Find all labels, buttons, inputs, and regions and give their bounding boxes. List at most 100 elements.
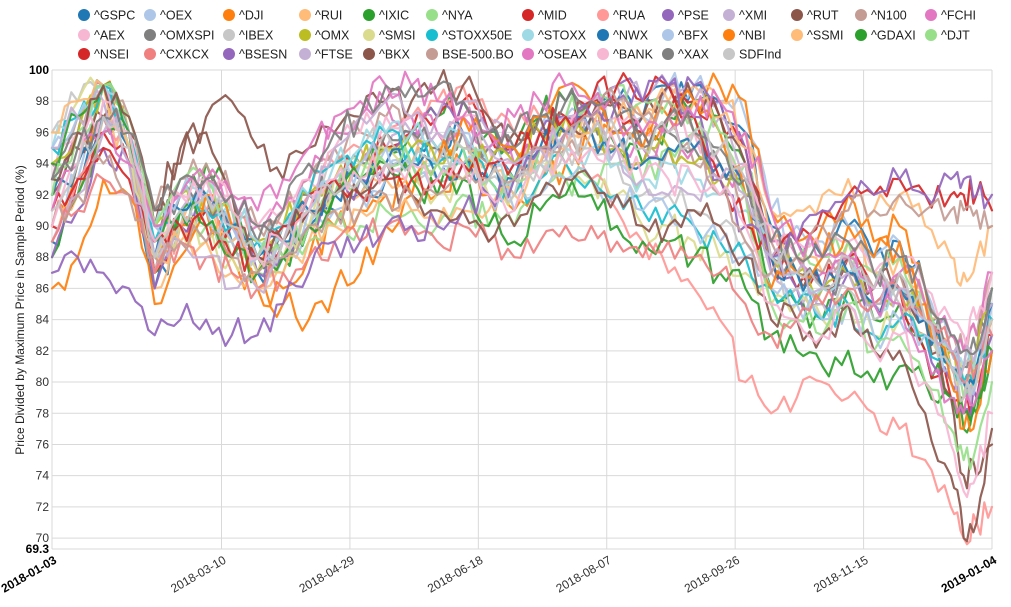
legend-swatch bbox=[597, 29, 609, 41]
legend-label: ^STOXX bbox=[538, 29, 587, 43]
legend-swatch bbox=[855, 29, 867, 41]
legend-swatch bbox=[597, 9, 609, 21]
series-line-bank bbox=[50, 100, 994, 499]
legend-label: ^GSPC bbox=[94, 9, 135, 23]
legend-label: ^FCHI bbox=[941, 9, 976, 23]
x-tick-label: 2018-08-07 bbox=[553, 553, 613, 596]
x-tick-label: 2018-04-29 bbox=[297, 553, 357, 596]
legend-swatch bbox=[299, 9, 311, 21]
legend-swatch bbox=[855, 9, 867, 21]
x-tick-label: 2019-01-04 bbox=[939, 553, 999, 596]
legend-label: ^NBI bbox=[739, 29, 766, 43]
y-tick-label: 70 bbox=[36, 531, 50, 545]
legend-label: BSE-500.BO bbox=[442, 48, 514, 62]
legend-label: ^NYA bbox=[442, 9, 473, 23]
legend-swatch bbox=[144, 9, 156, 21]
legend-label: ^AEX bbox=[94, 29, 126, 43]
legend-swatch bbox=[791, 9, 803, 21]
y-tick-label: 98 bbox=[36, 94, 50, 108]
y-tick-label: 80 bbox=[36, 375, 50, 389]
legend-label: ^XMI bbox=[739, 9, 767, 23]
legend-label: ^DJT bbox=[941, 29, 970, 43]
chart-legend: ^GSPC ^OEX ^DJI ^RUI ^IXIC ^NYA ^MID ^RUA ^PSE ^X… bbox=[78, 9, 976, 62]
legend-label: ^FTSE bbox=[315, 48, 353, 62]
legend-label: ^BSESN bbox=[239, 48, 287, 62]
y-tick-label: 86 bbox=[36, 281, 50, 295]
y-tick-label: 94 bbox=[36, 157, 50, 171]
legend-label: SDFInd bbox=[739, 48, 781, 62]
legend-label: ^IXIC bbox=[379, 9, 409, 23]
y-axis-label: Price Divided by Maximum Price in Sample… bbox=[13, 165, 27, 454]
legend-label: ^RUT bbox=[807, 9, 839, 23]
legend-label: ^NWX bbox=[613, 29, 649, 43]
series-line-cxkcx bbox=[50, 173, 994, 384]
series-layer bbox=[50, 69, 994, 546]
legend-label: ^IBEX bbox=[239, 29, 274, 43]
series-line-bkx bbox=[50, 84, 994, 543]
legend-swatch bbox=[223, 48, 235, 60]
x-tick-label: 2018-06-18 bbox=[425, 553, 485, 596]
legend-swatch bbox=[662, 29, 674, 41]
legend-label: ^SMSI bbox=[379, 29, 415, 43]
legend-label: ^NSEI bbox=[94, 48, 129, 62]
y-tick-label: 76 bbox=[36, 437, 50, 451]
legend-swatch bbox=[597, 48, 609, 60]
legend-swatch bbox=[78, 29, 90, 41]
y-tick-label: 92 bbox=[36, 188, 50, 202]
legend-swatch bbox=[925, 29, 937, 41]
x-tick-label: 2018-11-15 bbox=[811, 553, 871, 596]
legend-swatch bbox=[426, 29, 438, 41]
legend-swatch bbox=[522, 9, 534, 21]
legend-swatch bbox=[662, 48, 674, 60]
series-line-bse500bo bbox=[50, 87, 994, 283]
legend-swatch bbox=[925, 9, 937, 21]
y-tick-label: 100 bbox=[29, 63, 49, 77]
legend-label: ^STOXX50E bbox=[442, 29, 512, 43]
legend-swatch bbox=[223, 9, 235, 21]
y-tick-label: 78 bbox=[36, 406, 50, 420]
y-tick-label: 72 bbox=[36, 500, 50, 514]
x-tick-label: 2018-03-10 bbox=[168, 553, 228, 596]
y-tick-label: 84 bbox=[36, 313, 50, 327]
legend-label: ^OEX bbox=[160, 9, 193, 23]
legend-swatch bbox=[723, 9, 735, 21]
legend-label: ^OSEAX bbox=[538, 48, 588, 62]
legend-label: ^MID bbox=[538, 9, 567, 23]
legend-label: ^SSMI bbox=[807, 29, 843, 43]
legend-swatch bbox=[791, 29, 803, 41]
legend-label: ^OMXSPI bbox=[160, 29, 215, 43]
legend-label: ^BANK bbox=[613, 48, 654, 62]
legend-label: ^XAX bbox=[678, 48, 710, 62]
legend-label: ^GDAXI bbox=[871, 29, 916, 43]
legend-swatch bbox=[363, 48, 375, 60]
legend-swatch bbox=[78, 48, 90, 60]
x-tick-label: 2018-01-03 bbox=[0, 553, 59, 596]
legend-swatch bbox=[144, 29, 156, 41]
legend-label: ^BKX bbox=[379, 48, 411, 62]
legend-swatch bbox=[78, 9, 90, 21]
legend-swatch bbox=[363, 9, 375, 21]
y-tick-label: 74 bbox=[36, 469, 50, 483]
y-tick-label: 96 bbox=[36, 125, 50, 139]
y-tick-label: 82 bbox=[36, 344, 50, 358]
y-tick-label: 88 bbox=[36, 250, 50, 264]
legend-label: ^DJI bbox=[239, 9, 264, 23]
legend-label: ^BFX bbox=[678, 29, 709, 43]
series-line-nsei bbox=[50, 72, 994, 273]
legend-swatch bbox=[662, 9, 674, 21]
legend-swatch bbox=[144, 48, 156, 60]
legend-swatch bbox=[363, 29, 375, 41]
legend-swatch bbox=[723, 29, 735, 41]
series-line-sdfind bbox=[50, 115, 994, 403]
legend-label: ^RUI bbox=[315, 9, 342, 23]
y-tick-label: 90 bbox=[36, 219, 50, 233]
legend-label: ^PSE bbox=[678, 9, 709, 23]
legend-swatch bbox=[522, 29, 534, 41]
legend-swatch bbox=[299, 48, 311, 60]
x-tick-label: 2018-09-26 bbox=[682, 553, 742, 596]
legend-swatch bbox=[299, 29, 311, 41]
legend-swatch bbox=[426, 48, 438, 60]
series-line-xax bbox=[50, 80, 994, 356]
